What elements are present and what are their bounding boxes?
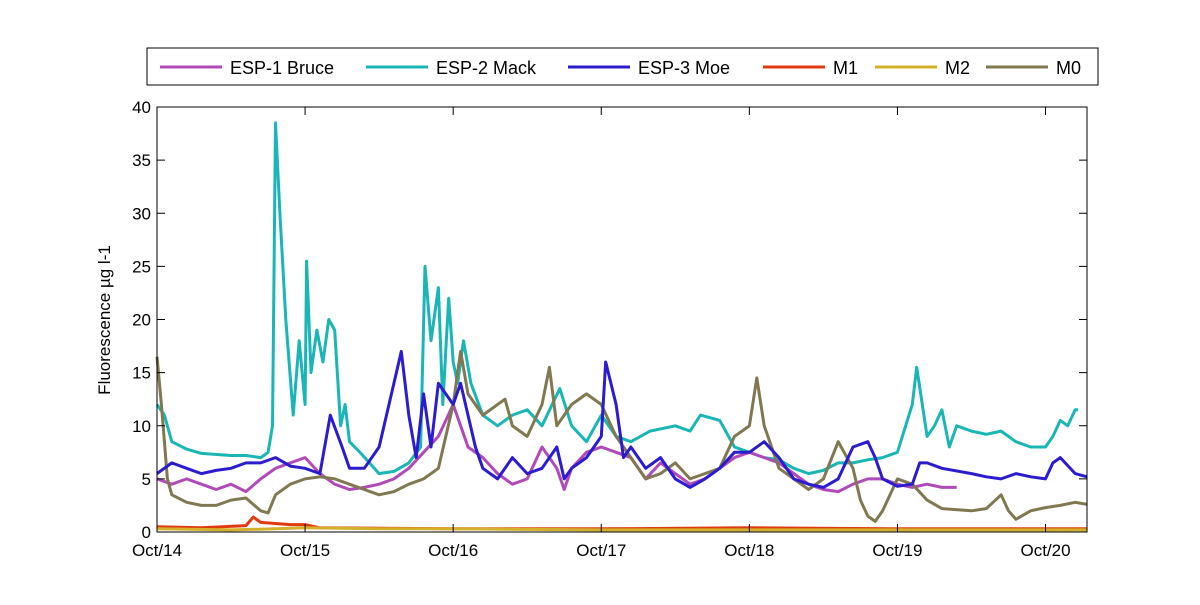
y-tick-label: 40 (132, 98, 151, 117)
y-tick-label: 15 (132, 364, 151, 383)
legend-label: M1 (833, 58, 858, 78)
x-tick-label: Oct/15 (280, 541, 330, 560)
legend-label: M2 (945, 58, 970, 78)
x-tick-label: Oct/18 (724, 541, 774, 560)
legend-label: M0 (1056, 58, 1081, 78)
legend-item: ESP-2 Mack (366, 58, 537, 78)
series-line-m2 (156, 526, 1087, 532)
legend-item: ESP-1 Bruce (160, 58, 334, 78)
legend-label: ESP-3 Moe (638, 58, 730, 78)
legend-item: M1 (763, 58, 858, 78)
legend-label: ESP-2 Mack (436, 58, 537, 78)
y-tick-label: 0 (142, 523, 151, 542)
x-tick-label: Oct/16 (428, 541, 478, 560)
legend: ESP-1 Bruce ESP-2 Mack ESP-3 Moe M1 M2 M0 (146, 47, 1099, 86)
y-tick-label: 10 (132, 417, 151, 436)
x-tick-label: Oct/20 (1020, 541, 1070, 560)
series-line-esp-3-moe (156, 349, 1088, 489)
y-tick-label: 30 (132, 204, 151, 223)
series-line-esp-2-mack (155, 121, 1079, 476)
x-tick-label: Oct/17 (576, 541, 626, 560)
y-tick-label: 20 (132, 311, 151, 330)
legend-label: ESP-1 Bruce (230, 58, 334, 78)
legend-item: M0 (986, 58, 1081, 78)
y-tick-label: 25 (132, 257, 151, 276)
y-tick-label: 35 (132, 151, 151, 170)
x-tick-label: Oct/14 (132, 541, 182, 560)
x-tick-label: Oct/19 (872, 541, 922, 560)
tick-layer: Oct/14 Oct/15 Oct/16 Oct/17 Oct/18 Oct/19 Oct/… (132, 98, 1087, 560)
legend-item: ESP-3 Moe (568, 58, 730, 78)
legend-item: M2 (875, 58, 970, 78)
y-tick-label: 5 (142, 470, 151, 489)
y-axis-label: Fluorescence µg l-1 (95, 245, 114, 395)
